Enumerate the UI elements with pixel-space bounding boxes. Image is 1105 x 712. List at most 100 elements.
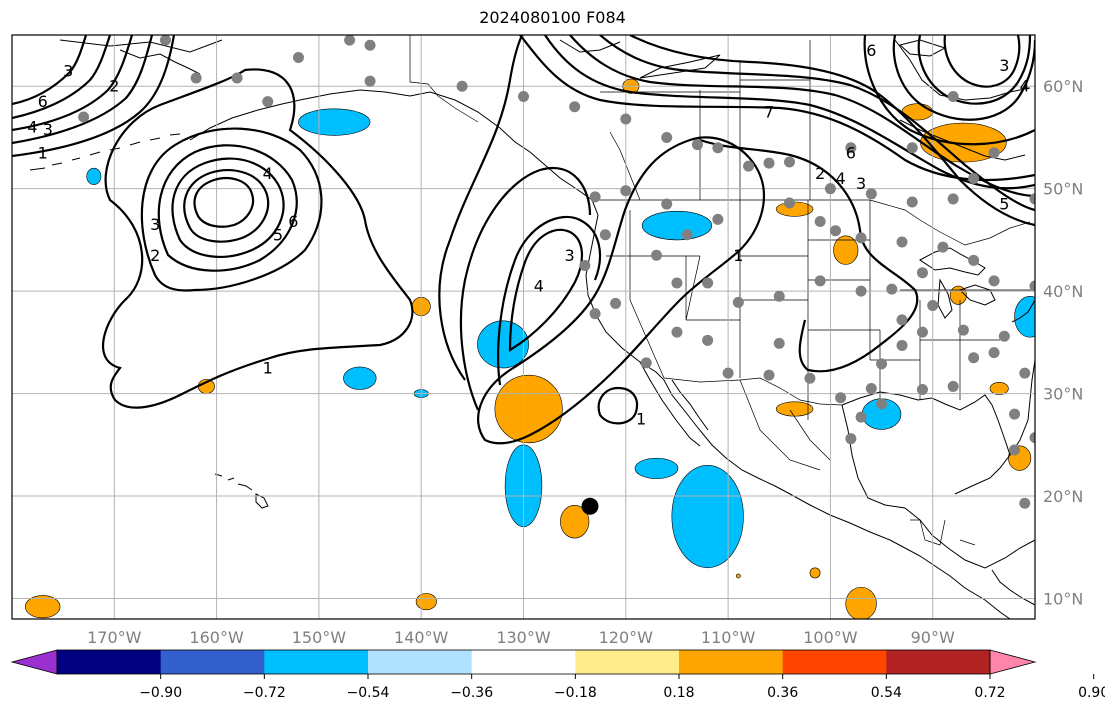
longitude-label: 130°W (496, 628, 551, 647)
station-dot (681, 229, 693, 241)
colorbar-tick-label: 0.72 (974, 685, 1005, 701)
station-dot (830, 225, 842, 237)
contour-label: 2 (815, 164, 825, 183)
contour-low-4 (157, 144, 298, 272)
contour-label: 6 (846, 143, 856, 162)
station-dot (1081, 106, 1092, 117)
contour-ul-e (12, 35, 88, 106)
location-marker (581, 497, 599, 515)
contour-ur-3 (943, 35, 1021, 88)
station-dot (968, 254, 980, 266)
contour-label: 2 (150, 246, 160, 265)
station-dot (1040, 329, 1051, 340)
station-dot (824, 183, 836, 195)
contour-layer (12, 35, 1035, 445)
contour-small-ring (597, 386, 639, 425)
negative-anomaly-region (634, 457, 679, 479)
latitude-label: 50°N (1043, 180, 1083, 199)
longitude-label: 120°W (599, 628, 654, 647)
station-dot (763, 369, 775, 381)
contour-trough-5 (477, 136, 765, 445)
colorbar-frame (56, 649, 991, 675)
contour-jet-4 (599, 35, 1035, 212)
contour-low-5 (171, 157, 285, 258)
contour-label: 6 (866, 41, 876, 60)
contour-ur-1 (892, 35, 1035, 121)
longitude-label: 150°W (292, 628, 347, 647)
station-dot (865, 382, 877, 394)
colorbar-segment (264, 650, 369, 674)
station-layer (78, 35, 1092, 509)
colorbar-tick-label: −0.72 (243, 685, 286, 701)
positive-anomaly-region (989, 382, 1009, 395)
positive-anomaly-region (24, 595, 61, 619)
longitude-label: 90°W (911, 628, 955, 647)
station-dot (845, 433, 857, 445)
station-dot (159, 35, 171, 46)
station-dot (1029, 193, 1035, 205)
station-dot (722, 367, 734, 379)
positive-anomaly-region (845, 586, 877, 619)
station-dot (190, 72, 202, 84)
station-dot (855, 232, 867, 244)
negative-anomaly-region (86, 167, 102, 185)
contour-jet-1 (519, 35, 1035, 182)
station-dot (814, 275, 826, 287)
colorbar-tick-label: −0.36 (450, 685, 493, 701)
station-dot (896, 339, 908, 351)
contour-label: 7 (764, 102, 774, 121)
positive-anomaly-region (560, 504, 590, 539)
contour-low-6 (183, 169, 270, 243)
station-dot (743, 160, 755, 172)
station-dot (364, 39, 376, 51)
contour-label: 5 (999, 195, 1009, 214)
border-alaska-canada (409, 35, 479, 123)
station-dot (691, 139, 703, 151)
station-dot (610, 297, 622, 309)
colorbar-segment (679, 650, 784, 674)
colorbar-segment (471, 650, 576, 674)
station-dot (1060, 168, 1071, 179)
contour-trough-4 (508, 228, 583, 352)
contour-low-3 (140, 127, 323, 292)
contour-ul-c (12, 35, 154, 145)
station-dot (231, 72, 243, 84)
colorbar-extend-high (989, 649, 1037, 675)
station-dot (804, 372, 816, 384)
station-dot (589, 308, 601, 320)
contour-label: 4 (263, 164, 273, 183)
station-dot (988, 275, 1000, 287)
contour-label: 1 (733, 246, 743, 265)
station-dot (712, 142, 724, 154)
negative-anomaly-region (343, 366, 377, 390)
station-dot (518, 90, 529, 102)
contour-label: 3 (999, 56, 1009, 75)
station-dot (845, 142, 857, 154)
station-dot (835, 392, 847, 404)
longitude-label: 100°W (803, 628, 858, 647)
station-dot (947, 193, 959, 205)
station-dot (640, 357, 652, 369)
longitude-label-layer: 170°W 160°W 150°W 140°W 130°W 120°W 110°W 100°W… (87, 628, 955, 647)
contour-label: 5 (273, 225, 283, 244)
station-dot (732, 296, 744, 308)
station-dot (906, 142, 918, 154)
station-dot (916, 326, 928, 338)
contour-jet-2 (544, 35, 1035, 190)
station-dot (947, 90, 959, 102)
station-dot (456, 80, 468, 92)
station-dot (671, 326, 683, 338)
contour-trough-2 (459, 167, 592, 411)
coastline-arctic-islands (559, 39, 947, 79)
station-dot (855, 285, 867, 297)
contour-ul-b (12, 35, 134, 132)
latitude-label-layer: 60°N 50°N 40°N 30°N 20°N 10°N (1043, 77, 1083, 608)
colorbar-tick-label: −0.54 (347, 685, 390, 701)
latitude-label: 40°N (1043, 282, 1083, 301)
positive-anomaly-region (735, 573, 741, 579)
station-dot (906, 196, 918, 208)
station-dot (712, 213, 724, 225)
negative-anomaly-region (1014, 295, 1035, 338)
negative-anomaly-region (641, 210, 713, 241)
station-dot (937, 241, 949, 253)
